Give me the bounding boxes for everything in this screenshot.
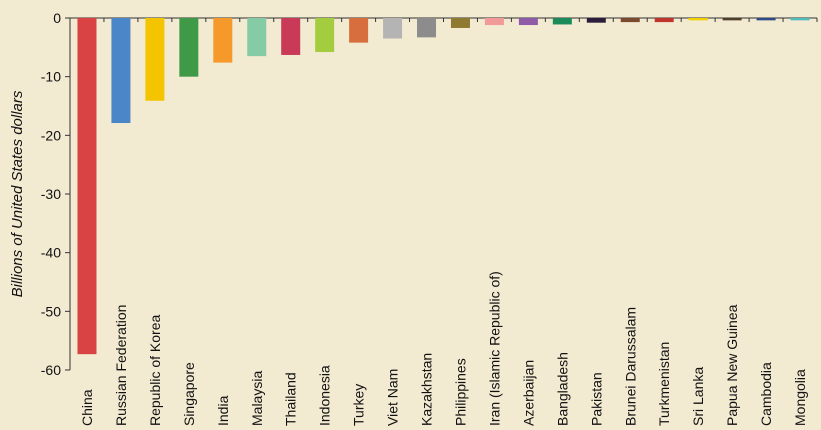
bar: [111, 18, 131, 124]
bar: [145, 18, 165, 101]
category-label: Brunei Darussalam: [622, 307, 638, 426]
category-label: Sri Lanka: [690, 367, 706, 426]
category-label: Cambodia: [758, 362, 774, 426]
bar: [688, 18, 708, 21]
bar: [518, 18, 538, 26]
category-label: Mongolia: [792, 369, 808, 426]
y-tick-label: -60: [41, 362, 61, 378]
y-tick-label: -30: [41, 186, 61, 202]
bar: [417, 18, 437, 38]
bar: [586, 18, 606, 23]
category-label: Indonesia: [317, 365, 333, 426]
category-label: Papua New Guinea: [724, 304, 740, 426]
category-label: Viet Nam: [385, 369, 401, 426]
y-tick-label: -20: [41, 127, 61, 143]
bar-series: [77, 18, 810, 355]
category-label: Philippines: [452, 358, 468, 426]
bar: [654, 18, 674, 23]
category-label: Russian Federation: [113, 305, 129, 426]
category-label: Kazakhstan: [419, 353, 435, 426]
category-label: China: [79, 389, 95, 426]
category-label: Iran (Islamic Republic of): [486, 271, 502, 426]
bar: [247, 18, 267, 57]
y-tick-label: -40: [41, 245, 61, 261]
bar: [722, 18, 742, 21]
y-tick-label: -10: [41, 69, 61, 85]
category-label: Azerbaijan: [520, 360, 536, 426]
bar: [552, 18, 572, 25]
bar: [179, 18, 199, 77]
category-label: Turkey: [351, 384, 367, 426]
bar: [213, 18, 233, 63]
bar: [450, 18, 470, 28]
category-label: Singapore: [181, 362, 197, 426]
category-label: Turkmenistan: [656, 342, 672, 426]
bar: [756, 18, 776, 21]
category-label: Bangladesh: [554, 352, 570, 426]
y-tick-label: -50: [41, 303, 61, 319]
x-axis-ticks: [103, 18, 818, 22]
category-labels: China Russian Federation Republic of Korea…: [79, 271, 808, 426]
y-axis-title: Billions of United States dollars: [9, 90, 26, 297]
y-axis-ticks: 0 -10 -20 -30 -40 -50 -60: [41, 10, 70, 378]
bar: [349, 18, 369, 43]
bar: [620, 18, 640, 23]
y-tick-label: 0: [53, 10, 61, 26]
bar: [484, 18, 504, 26]
bar: [281, 18, 301, 55]
category-label: Malaysia: [249, 371, 265, 426]
category-label: Pakistan: [588, 372, 604, 426]
bar: [790, 18, 810, 21]
category-label: Republic of Korea: [147, 314, 163, 426]
category-label: Thailand: [283, 372, 299, 426]
bar: [315, 18, 335, 53]
bar: [383, 18, 403, 39]
category-label: India: [215, 395, 231, 426]
bar: [77, 18, 97, 355]
